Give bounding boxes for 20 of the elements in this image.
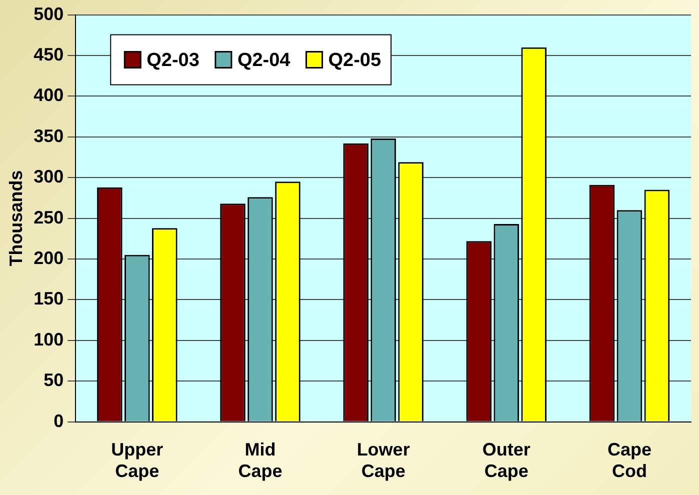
y-tick-label: 500 bbox=[34, 4, 64, 24]
y-tick-label: 50 bbox=[44, 370, 64, 390]
y-tick-label: 0 bbox=[54, 410, 64, 431]
y-tick-label: 150 bbox=[34, 288, 64, 309]
y-tick-label: 300 bbox=[34, 166, 64, 187]
legend-label: Q2-04 bbox=[237, 50, 291, 72]
x-tick-label: Cape Cod bbox=[607, 440, 652, 482]
y-tick-label: 100 bbox=[34, 329, 64, 350]
legend-label: Q2-03 bbox=[146, 50, 200, 72]
y-tick-label: 200 bbox=[34, 248, 64, 268]
x-tick-label: Upper Cape bbox=[111, 440, 164, 482]
x-tick-label: Lower Cape bbox=[356, 440, 410, 482]
x-tick-label: Mid Cape bbox=[238, 440, 282, 482]
y-tick-label: 250 bbox=[34, 207, 64, 228]
y-tick-label: 450 bbox=[34, 44, 64, 64]
x-tick-label: Outer Cape bbox=[482, 440, 530, 482]
y-tick-label: 350 bbox=[34, 126, 64, 146]
y-tick-label: 400 bbox=[34, 85, 64, 106]
legend-label: Q2-05 bbox=[328, 50, 382, 72]
y-axis-title: Thousands bbox=[6, 170, 26, 266]
